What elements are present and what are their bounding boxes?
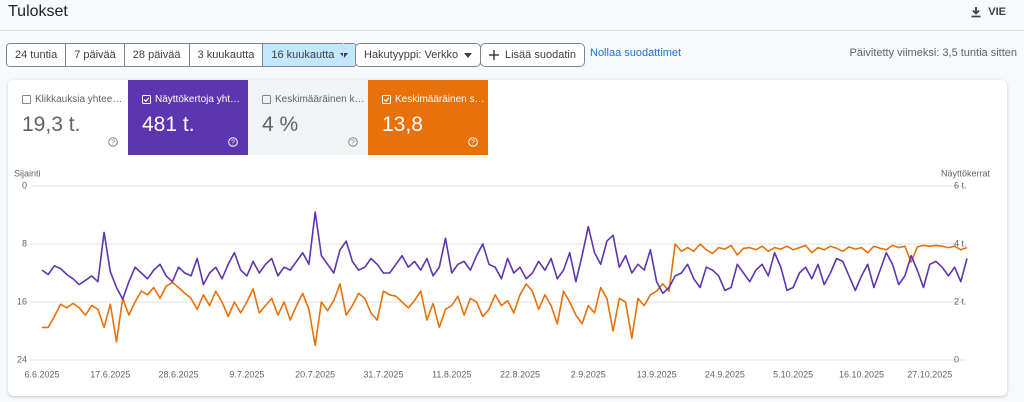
metric-label: Keskimääräinen s… [395, 94, 485, 105]
svg-text:?: ? [471, 139, 475, 146]
svg-text:?: ? [351, 139, 355, 146]
metric-value: 4 % [262, 113, 299, 136]
export-button[interactable]: VIE [970, 6, 1006, 18]
help-icon: ? [468, 137, 478, 147]
metric-value: 19,3 t. [22, 113, 81, 136]
date-range-button[interactable]: 28 päivää [124, 44, 190, 66]
metric-cards: Klikkauksia yhtee… 19,3 t.? Näyttökertoja … [8, 80, 488, 155]
y-tick-label: 0 [22, 180, 27, 190]
reset-filters-link[interactable]: Nollaa suodattimet [590, 47, 682, 59]
dropdown-arrow [464, 52, 473, 58]
add-filter-label: Lisää suodatin [505, 49, 576, 61]
updated-text: Päivitetty viimeksi: 3,5 tuntia sitten [849, 47, 1017, 59]
y2-tick-label: 4 t. [954, 238, 967, 248]
x-tick-label: 20.7.2025 [295, 369, 335, 379]
date-range-group: 24 tuntia 7 päivää 28 päivää 3 kuukautta 16 … [6, 43, 358, 67]
y-tick-label: 16 [17, 296, 27, 306]
checkbox [22, 95, 31, 104]
metric-card[interactable]: Keskimääräinen k… 4 %? [248, 80, 368, 155]
y2-tick-label: 0 [954, 354, 959, 364]
x-tick-label: 22.8.2025 [500, 369, 540, 379]
divider [0, 30, 1024, 31]
help-icon: ? [108, 137, 118, 147]
metric-card[interactable]: Klikkauksia yhtee… 19,3 t.? [8, 80, 128, 155]
metric-label: Näyttökertoja yht… [155, 94, 241, 105]
x-tick-label: 24.9.2025 [705, 369, 745, 379]
date-range-label: 16 kuukautta [271, 49, 335, 61]
svg-text:?: ? [111, 139, 115, 146]
date-range-label: 3 kuukautta [197, 49, 255, 61]
series-line [41, 211, 968, 300]
chart: Sijainti Näyttökerrat 0 8 16 24 0 2 t. 4 t. 6 t… [14, 168, 991, 379]
metric-header: Keskimääräinen s… [382, 94, 488, 105]
search-type-filter[interactable]: Hakutyyppi: Verkko [355, 43, 482, 67]
metric-label: Klikkauksia yhtee… [35, 94, 123, 105]
x-tick-label: 11.8.2025 [432, 369, 471, 379]
search-type-label: Hakutyyppi: Verkko [364, 49, 459, 61]
series-line [42, 243, 968, 347]
checkbox [382, 95, 391, 104]
x-tick-label: 6.6.2025 [24, 369, 59, 379]
help-icon: ? [228, 137, 238, 147]
dropdown-arrow [340, 52, 349, 58]
metric-header: Keskimääräinen k… [262, 94, 368, 105]
download-icon [971, 7, 981, 18]
date-range-label: 28 päivää [132, 49, 181, 61]
checkbox [142, 95, 151, 104]
date-range-button[interactable]: 7 päivää [66, 44, 125, 66]
y2-axis-title: Näyttökerrat [941, 168, 991, 178]
x-tick-label: 5.10.2025 [773, 369, 813, 379]
y2-tick-label: 6 t. [954, 180, 967, 190]
date-range-button[interactable]: 3 kuukautta [189, 44, 264, 66]
x-tick-label: 16.10.2025 [839, 369, 884, 379]
metric-card[interactable]: Keskimääräinen s… 13,8? [368, 80, 488, 155]
metric-label: Keskimääräinen k… [275, 94, 365, 105]
x-tick-label: 28.6.2025 [159, 369, 199, 379]
metric-value: 13,8 [382, 113, 423, 136]
help-icon: ? [348, 137, 358, 147]
y2-tick-label: 2 t. [954, 296, 967, 306]
x-tick-label: 27.10.2025 [907, 369, 952, 379]
x-tick-label: 17.6.2025 [90, 369, 130, 379]
metric-header: Näyttökertoja yht… [142, 94, 248, 105]
export-label: VIE [988, 6, 1006, 18]
x-tick-label: 13.9.2025 [637, 369, 677, 379]
y-axis-title: Sijainti [14, 168, 41, 178]
date-range-label: 7 päivää [74, 49, 116, 61]
date-range-button[interactable]: 16 kuukautta [263, 44, 357, 66]
page-title: Tulokset [8, 3, 68, 20]
divider [343, 43, 344, 65]
checkbox [262, 95, 271, 104]
y-tick-label: 24 [17, 354, 27, 364]
x-tick-label: 2.9.2025 [571, 369, 606, 379]
metric-card[interactable]: Näyttökertoja yht… 481 t.? [128, 80, 248, 155]
date-range-button[interactable]: 24 tuntia [7, 44, 67, 66]
date-range-label: 24 tuntia [15, 49, 58, 61]
plus-icon [489, 50, 499, 60]
y-tick-label: 8 [22, 238, 27, 248]
metric-value: 481 t. [142, 113, 195, 136]
add-filter-button[interactable]: Lisää suodatin [480, 43, 585, 67]
x-tick-label: 9.7.2025 [229, 369, 264, 379]
metric-header: Klikkauksia yhtee… [22, 94, 128, 105]
x-tick-label: 31.7.2025 [363, 369, 403, 379]
svg-text:?: ? [231, 139, 235, 146]
